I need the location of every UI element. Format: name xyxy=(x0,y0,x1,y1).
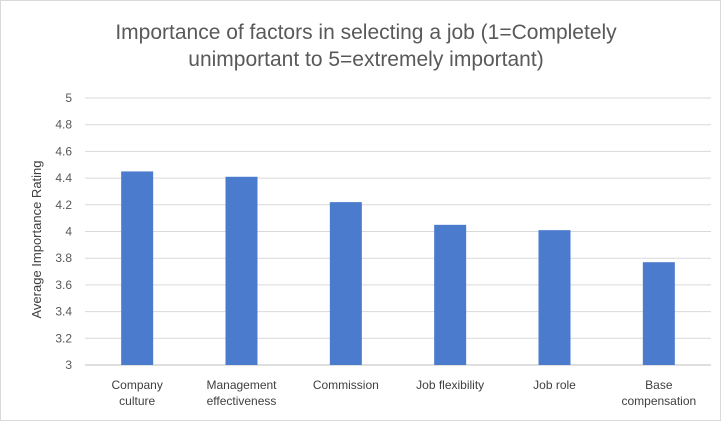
y-tick-label: 4.4 xyxy=(55,171,72,185)
bar xyxy=(642,262,675,365)
x-tick-label: compensation xyxy=(621,394,696,408)
x-tick-label: Commission xyxy=(313,378,379,392)
x-tick-label: culture xyxy=(119,394,155,408)
x-tick-label: Base xyxy=(645,378,673,392)
y-tick-label: 4.2 xyxy=(55,198,72,212)
bar xyxy=(121,171,154,365)
y-tick-label: 4.8 xyxy=(55,118,72,132)
x-tick-label: Job role xyxy=(533,378,576,392)
y-tick-label: 3.8 xyxy=(55,251,72,265)
x-tick-label: Company xyxy=(111,378,162,392)
bar xyxy=(225,176,258,365)
x-tick-label: Management xyxy=(206,378,277,392)
y-tick-label: 3.4 xyxy=(55,305,72,319)
bar xyxy=(434,224,467,365)
y-tick-label: 3.2 xyxy=(55,331,72,345)
y-tick-label: 3.6 xyxy=(55,278,72,292)
bar xyxy=(538,230,571,365)
y-tick-label: 4 xyxy=(65,225,72,239)
chart-title: Importance of factors in selecting a job… xyxy=(115,21,617,71)
x-tick-label: Job flexibility xyxy=(416,378,484,392)
y-axis-title: Average Importance Rating xyxy=(29,160,44,318)
y-tick-label: 4.6 xyxy=(55,144,72,158)
y-tick-label: 5 xyxy=(65,91,72,105)
bar xyxy=(329,202,362,365)
x-tick-label: effectiveness xyxy=(207,394,277,408)
y-tick-label: 3 xyxy=(65,358,72,372)
